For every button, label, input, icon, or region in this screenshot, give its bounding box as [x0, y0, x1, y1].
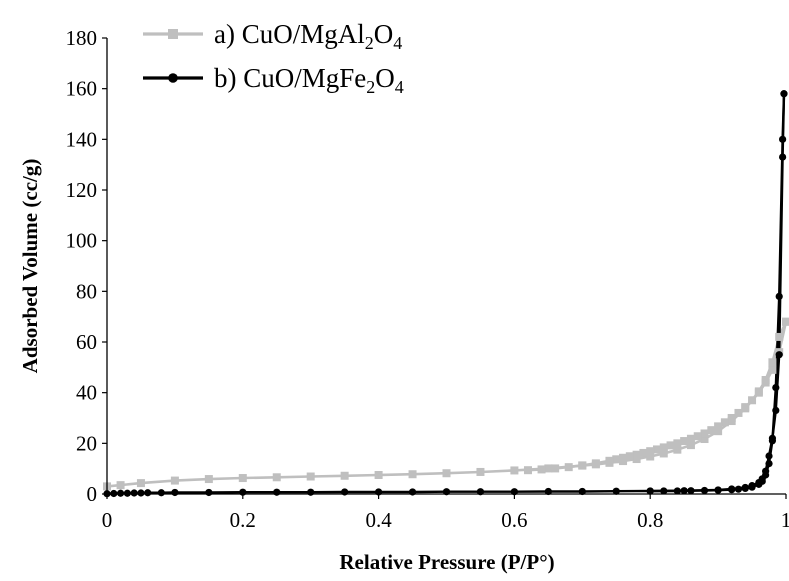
series-b-point — [765, 460, 772, 467]
legend-label: b) CuO/MgFe2O4 — [214, 63, 404, 97]
legend-marker — [168, 73, 178, 83]
series-b-point — [701, 487, 708, 494]
series-b-point — [728, 486, 735, 493]
series-b-point — [742, 485, 749, 492]
x-tick-label: 0.6 — [501, 508, 527, 532]
series-a-point — [768, 358, 776, 366]
axes: 0 20 40 60 80 100 120 140 160 180 0 0.2 0.4 0.6 0.8 1 — [66, 26, 789, 532]
series-a-point — [565, 463, 573, 471]
series-a-point — [538, 465, 546, 473]
series-b-point — [117, 490, 124, 497]
series-a-point — [239, 474, 247, 482]
series-b-point — [124, 490, 131, 497]
series-a-point — [341, 472, 349, 480]
series-b-point — [755, 481, 762, 488]
plot-markers — [103, 90, 789, 497]
series-b-point — [779, 136, 786, 143]
legend-marker — [168, 29, 178, 39]
y-tick-label: 140 — [66, 127, 98, 151]
series-b-adsorption-line — [107, 94, 784, 494]
series-a-point — [578, 461, 586, 469]
series-a-point — [273, 473, 281, 481]
series-a-point — [375, 471, 383, 479]
series-b-point — [779, 153, 786, 160]
series-b-point — [735, 486, 742, 493]
series-a-point — [755, 387, 763, 395]
series-b-point — [772, 407, 779, 414]
x-tick-label: 0.8 — [637, 508, 663, 532]
x-tick-label: 0 — [102, 508, 113, 532]
y-tick-label: 160 — [66, 77, 98, 101]
series-b-point — [715, 487, 722, 494]
series-a-point — [782, 318, 789, 326]
series-a-point — [762, 376, 770, 384]
series-a-point — [409, 470, 417, 478]
legend-label: a) CuO/MgAl2O4 — [214, 19, 402, 53]
y-tick-label: 20 — [76, 431, 97, 455]
series-b-point — [144, 489, 151, 496]
series-b-point — [307, 489, 314, 496]
y-tick-label: 120 — [66, 178, 98, 202]
series-a-point — [205, 475, 213, 483]
y-tick-label: 40 — [76, 381, 97, 405]
series-a-point — [510, 466, 518, 474]
series-b-point — [776, 293, 783, 300]
series-b-point — [205, 489, 212, 496]
y-axis-title: Adsorbed Volume (cc/g) — [18, 159, 42, 374]
series-a-point — [117, 481, 125, 489]
series-b-point — [769, 437, 776, 444]
series-a-point — [768, 366, 776, 374]
legend: a) CuO/MgAl2O4 b) CuO/MgFe2O4 — [143, 19, 404, 97]
series-b-point — [687, 487, 694, 494]
series-b-point — [131, 489, 138, 496]
series-b-point — [762, 471, 769, 478]
series-b-point — [765, 452, 772, 459]
series-a-point — [524, 466, 532, 474]
series-a-point — [605, 457, 613, 465]
series-b-point — [681, 487, 688, 494]
plot-lines — [107, 94, 786, 494]
series-a-point — [775, 333, 783, 341]
x-tick-label: 0.2 — [230, 508, 256, 532]
series-a-point — [171, 477, 179, 485]
series-b-point — [780, 90, 787, 97]
y-tick-label: 80 — [76, 279, 97, 303]
series-b-point — [158, 489, 165, 496]
legend-item-b: b) CuO/MgFe2O4 — [143, 63, 404, 97]
series-a-point — [592, 459, 600, 467]
series-a-point — [476, 468, 484, 476]
series-b-point — [772, 384, 779, 391]
y-tick-label: 180 — [66, 26, 98, 50]
y-tick-label: 60 — [76, 330, 97, 354]
series-b-point — [748, 484, 755, 491]
x-axis-title: Relative Pressure (P/P°) — [339, 550, 554, 574]
series-a-point — [551, 464, 559, 472]
series-a-adsorption-line — [107, 322, 786, 487]
series-a-point — [748, 396, 756, 404]
series-b-point — [273, 489, 280, 496]
series-a-point — [443, 469, 451, 477]
y-tick-label: 0 — [87, 482, 98, 506]
series-b-point — [137, 489, 144, 496]
legend-item-a: a) CuO/MgAl2O4 — [143, 19, 402, 53]
series-a-point — [307, 473, 315, 481]
series-a-point — [137, 479, 145, 487]
series-b-point — [171, 489, 178, 496]
x-tick-label: 0.4 — [365, 508, 392, 532]
x-tick-label: 1 — [781, 508, 789, 532]
y-tick-label: 100 — [66, 229, 98, 253]
series-b-point — [776, 351, 783, 358]
